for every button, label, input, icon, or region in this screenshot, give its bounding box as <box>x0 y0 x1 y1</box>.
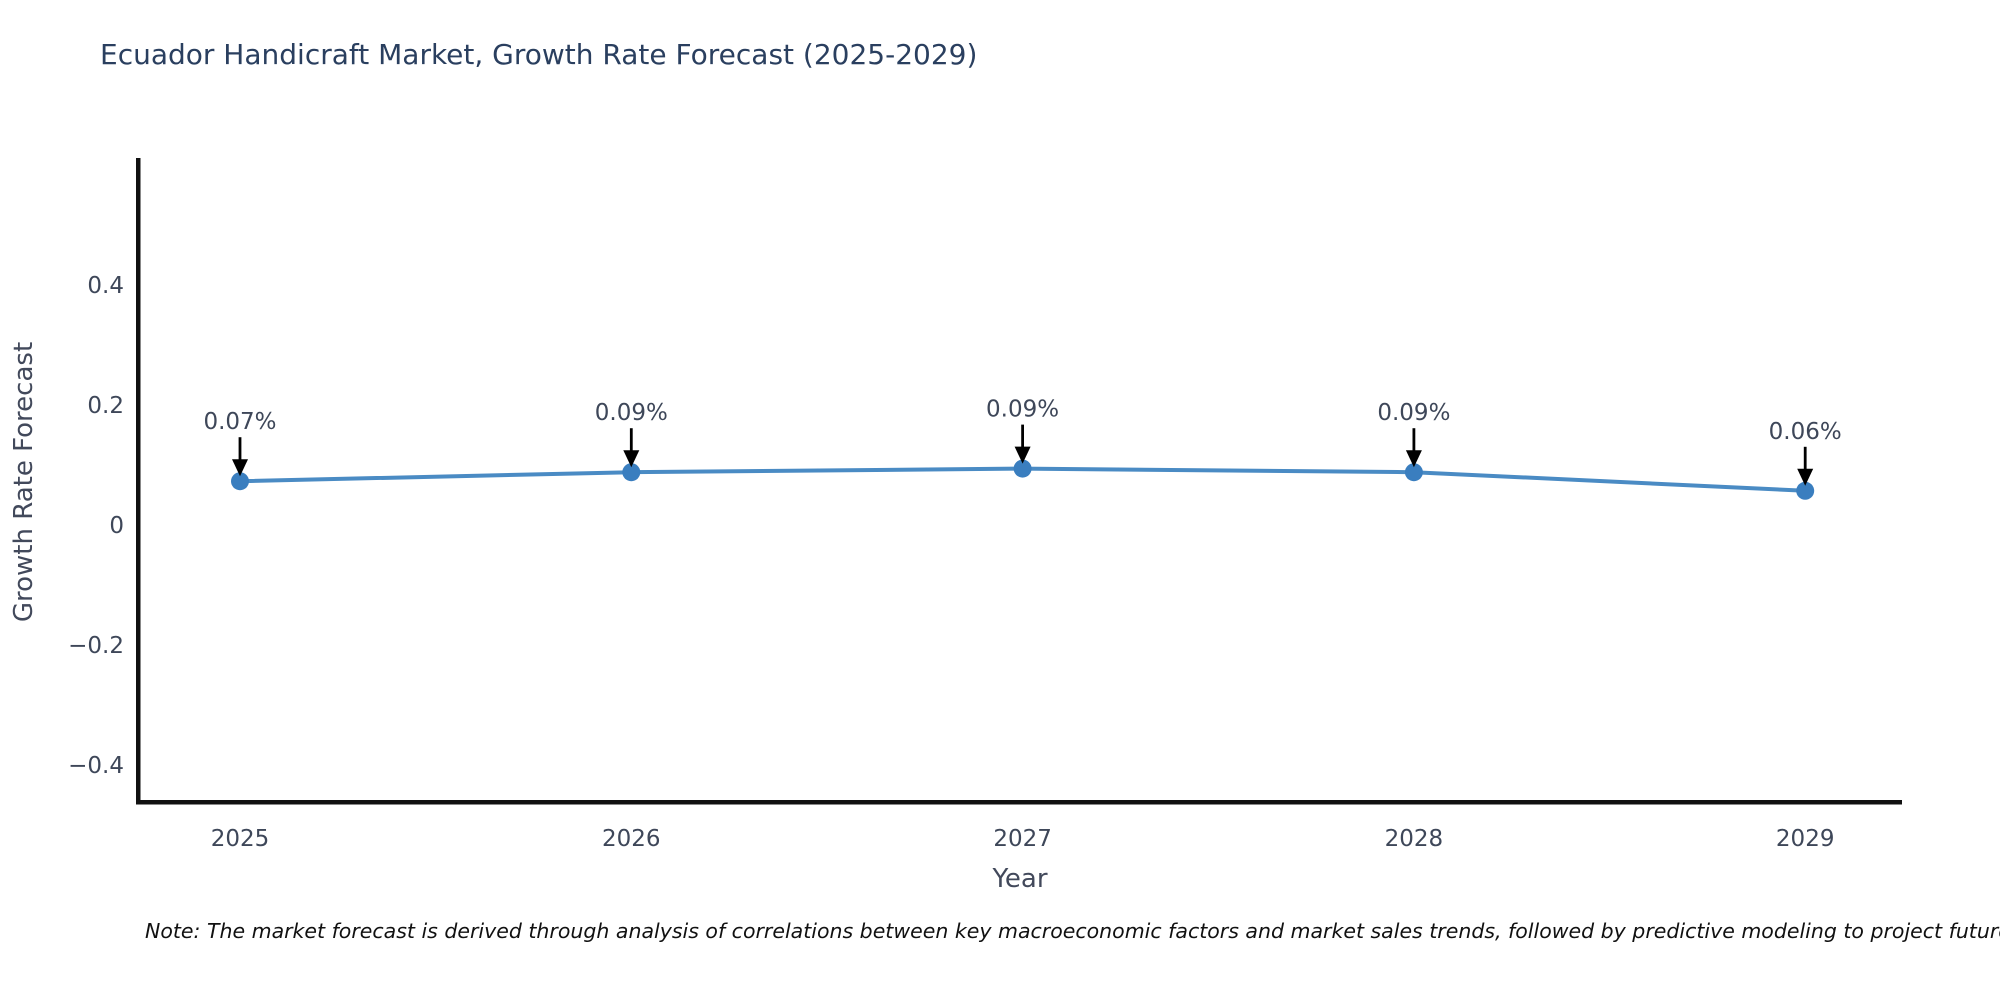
x-tick-label: 2029 <box>1776 826 1835 852</box>
y-tick-label: −0.4 <box>68 753 124 779</box>
annotation-arrow-head <box>1405 450 1422 468</box>
x-axis-title: Year <box>991 864 1047 894</box>
annotation-arrow-head <box>1014 446 1031 464</box>
annotation-label: 0.07% <box>203 409 276 435</box>
chart-title: Ecuador Handicraft Market, Growth Rate F… <box>100 38 978 71</box>
annotation-arrow-head <box>1797 468 1814 486</box>
x-tick-label: 2026 <box>602 826 661 852</box>
y-tick-label: 0.2 <box>87 393 124 419</box>
annotation-label: 0.06% <box>1769 419 1842 445</box>
y-axis-spine <box>136 158 141 804</box>
y-tick-label: 0 <box>109 513 124 539</box>
x-tick-label: 2028 <box>1385 826 1444 852</box>
y-tick-label: 0.4 <box>87 273 124 299</box>
y-tick-label: −0.2 <box>68 633 124 659</box>
data-point-marker <box>1796 481 1815 500</box>
annotation-arrow-head <box>623 450 640 468</box>
x-tick-label: 2027 <box>993 826 1052 852</box>
annotation-label: 0.09% <box>595 400 668 426</box>
annotation-label: 0.09% <box>1377 400 1450 426</box>
data-point-marker <box>1013 459 1032 478</box>
data-point-marker <box>622 463 641 482</box>
x-axis-spine <box>136 800 1902 805</box>
footnote: Note: The market forecast is derived thr… <box>145 919 2000 943</box>
data-point-marker <box>1404 463 1423 482</box>
x-tick-label: 2025 <box>211 826 270 852</box>
data-point-marker <box>231 472 249 491</box>
y-axis-title: Growth Rate Forecast <box>9 342 39 622</box>
annotation-label: 0.09% <box>986 397 1059 423</box>
annotation-arrow-head <box>232 459 248 477</box>
plot-dynamic-layer: 0.4 0.2 0 −0.2 −0.4 2025 2026 2027 2028 2029 0.07%… <box>68 158 1902 852</box>
